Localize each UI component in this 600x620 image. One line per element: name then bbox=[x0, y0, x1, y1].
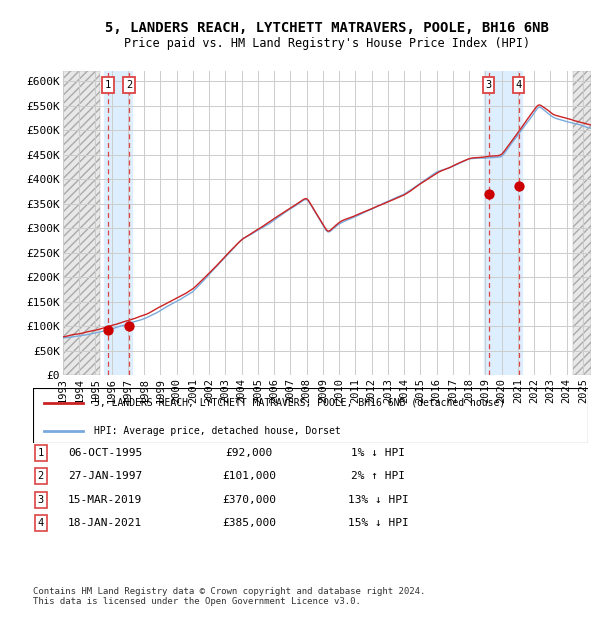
Bar bbox=[104, 71, 132, 375]
Bar bbox=[484, 71, 522, 375]
Point bbox=[484, 189, 493, 199]
Text: 1: 1 bbox=[105, 80, 111, 90]
Text: 5, LANDERS REACH, LYTCHETT MATRAVERS, POOLE, BH16 6NB (detached house): 5, LANDERS REACH, LYTCHETT MATRAVERS, PO… bbox=[94, 397, 505, 407]
Text: HPI: Average price, detached house, Dorset: HPI: Average price, detached house, Dors… bbox=[94, 426, 341, 436]
Text: £385,000: £385,000 bbox=[222, 518, 276, 528]
Text: £370,000: £370,000 bbox=[222, 495, 276, 505]
Text: Contains HM Land Registry data © Crown copyright and database right 2024.
This d: Contains HM Land Registry data © Crown c… bbox=[33, 587, 425, 606]
Text: £92,000: £92,000 bbox=[226, 448, 272, 458]
Text: Price paid vs. HM Land Registry's House Price Index (HPI): Price paid vs. HM Land Registry's House … bbox=[124, 37, 530, 50]
Text: 15-MAR-2019: 15-MAR-2019 bbox=[68, 495, 142, 505]
Text: 3: 3 bbox=[38, 495, 44, 505]
Text: 06-OCT-1995: 06-OCT-1995 bbox=[68, 448, 142, 458]
Bar bbox=[63, 71, 100, 375]
Point bbox=[103, 325, 113, 335]
Text: 4: 4 bbox=[515, 80, 522, 90]
Bar bbox=[574, 71, 591, 375]
Text: 3: 3 bbox=[485, 80, 492, 90]
Text: 5, LANDERS REACH, LYTCHETT MATRAVERS, POOLE, BH16 6NB: 5, LANDERS REACH, LYTCHETT MATRAVERS, PO… bbox=[105, 21, 549, 35]
Text: 27-JAN-1997: 27-JAN-1997 bbox=[68, 471, 142, 481]
Text: 15% ↓ HPI: 15% ↓ HPI bbox=[347, 518, 409, 528]
Point bbox=[124, 321, 134, 330]
Point bbox=[514, 182, 524, 192]
Text: £101,000: £101,000 bbox=[222, 471, 276, 481]
Text: 4: 4 bbox=[38, 518, 44, 528]
Text: 13% ↓ HPI: 13% ↓ HPI bbox=[347, 495, 409, 505]
Text: 2: 2 bbox=[126, 80, 132, 90]
Text: 2% ↑ HPI: 2% ↑ HPI bbox=[351, 471, 405, 481]
Text: 1: 1 bbox=[38, 448, 44, 458]
Text: 1% ↓ HPI: 1% ↓ HPI bbox=[351, 448, 405, 458]
Text: 18-JAN-2021: 18-JAN-2021 bbox=[68, 518, 142, 528]
Text: 2: 2 bbox=[38, 471, 44, 481]
